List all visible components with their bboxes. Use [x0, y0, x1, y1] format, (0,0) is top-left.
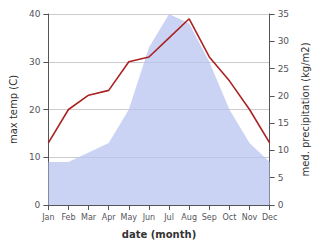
svg-text:Oct: Oct: [222, 213, 236, 222]
svg-text:15: 15: [278, 118, 289, 128]
svg-text:Apr: Apr: [102, 213, 117, 222]
svg-text:Nov: Nov: [242, 213, 258, 222]
svg-text:30: 30: [29, 57, 41, 67]
svg-text:10: 10: [29, 152, 41, 162]
svg-text:35: 35: [278, 9, 289, 19]
svg-text:Jan: Jan: [41, 213, 54, 222]
svg-text:Jul: Jul: [163, 213, 174, 222]
svg-text:0: 0: [35, 200, 41, 210]
svg-text:May: May: [121, 213, 138, 222]
svg-text:20: 20: [278, 91, 290, 101]
svg-text:25: 25: [278, 64, 289, 74]
svg-text:date (month): date (month): [122, 229, 196, 240]
svg-text:10: 10: [278, 145, 290, 155]
svg-text:40: 40: [29, 9, 41, 19]
svg-text:Jun: Jun: [142, 213, 156, 222]
svg-text:med. precipitation (kg/m2): med. precipitation (kg/m2): [300, 42, 311, 176]
svg-text:0: 0: [278, 200, 284, 210]
svg-text:Sep: Sep: [202, 213, 217, 222]
svg-text:Mar: Mar: [81, 213, 97, 222]
svg-text:5: 5: [278, 173, 284, 183]
svg-text:30: 30: [278, 36, 290, 46]
svg-text:Aug: Aug: [181, 213, 197, 222]
svg-text:20: 20: [29, 105, 41, 115]
svg-text:max temp (C): max temp (C): [8, 75, 19, 144]
svg-text:Dec: Dec: [262, 213, 277, 222]
svg-text:Feb: Feb: [61, 213, 75, 222]
